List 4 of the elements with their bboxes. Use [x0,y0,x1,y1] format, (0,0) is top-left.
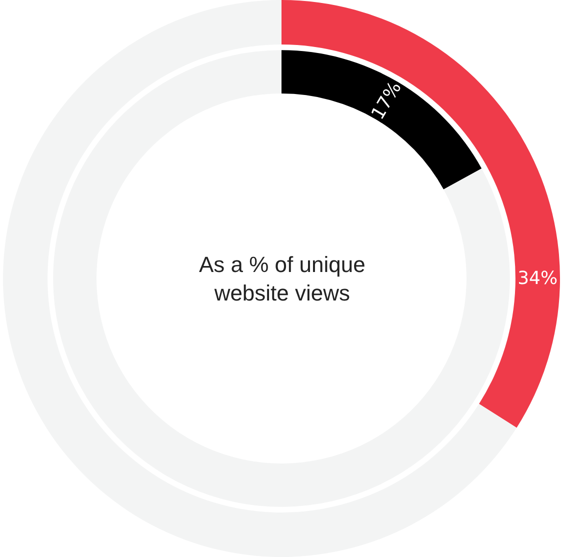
data-label: 34% [518,268,558,289]
donut-slice [53,50,510,507]
text: As a % of unique website views [199,252,366,306]
donut-slice [282,50,482,190]
